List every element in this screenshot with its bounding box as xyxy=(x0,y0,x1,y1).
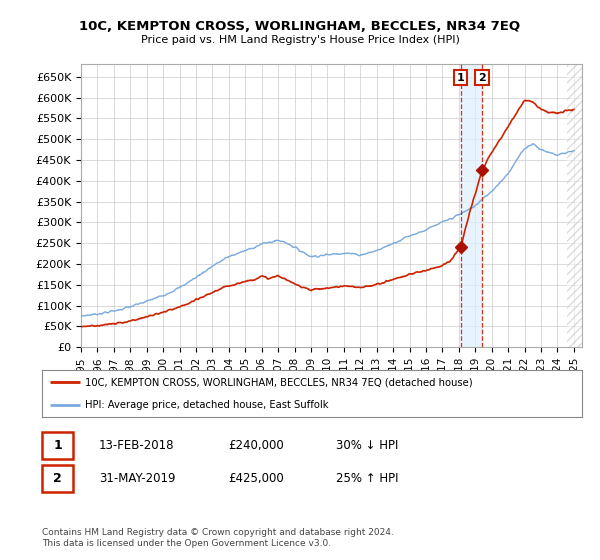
Text: 30% ↓ HPI: 30% ↓ HPI xyxy=(336,438,398,452)
Text: 25% ↑ HPI: 25% ↑ HPI xyxy=(336,472,398,486)
Text: 13-FEB-2018: 13-FEB-2018 xyxy=(99,438,175,452)
Text: 2: 2 xyxy=(53,472,62,486)
Text: 10C, KEMPTON CROSS, WORLINGHAM, BECCLES, NR34 7EQ (detached house): 10C, KEMPTON CROSS, WORLINGHAM, BECCLES,… xyxy=(85,377,473,388)
Text: 1: 1 xyxy=(457,73,464,83)
Text: HPI: Average price, detached house, East Suffolk: HPI: Average price, detached house, East… xyxy=(85,400,329,410)
Text: Contains HM Land Registry data © Crown copyright and database right 2024.
This d: Contains HM Land Registry data © Crown c… xyxy=(42,528,394,548)
Text: 31-MAY-2019: 31-MAY-2019 xyxy=(99,472,176,486)
Text: 1: 1 xyxy=(53,438,62,452)
Text: 2: 2 xyxy=(478,73,486,83)
Text: Price paid vs. HM Land Registry's House Price Index (HPI): Price paid vs. HM Land Registry's House … xyxy=(140,35,460,45)
Text: £240,000: £240,000 xyxy=(228,438,284,452)
Text: £425,000: £425,000 xyxy=(228,472,284,486)
Bar xyxy=(461,64,482,347)
Text: 10C, KEMPTON CROSS, WORLINGHAM, BECCLES, NR34 7EQ: 10C, KEMPTON CROSS, WORLINGHAM, BECCLES,… xyxy=(79,20,521,32)
